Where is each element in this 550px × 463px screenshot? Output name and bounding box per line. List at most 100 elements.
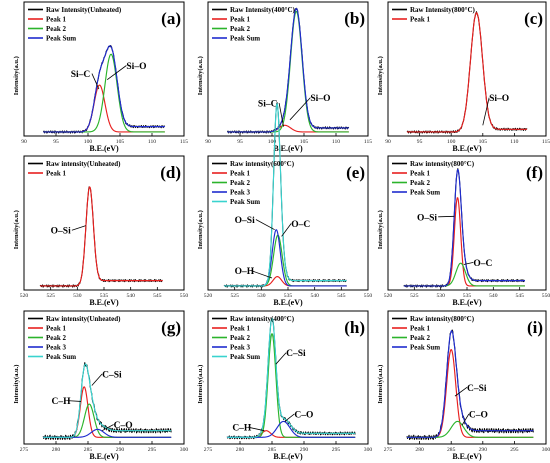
- x-tick-label: 545: [153, 293, 162, 299]
- annotation-leader: [91, 373, 103, 386]
- panel-frame: [387, 1, 547, 137]
- annotation-leader: [106, 65, 127, 81]
- annotation-leader: [438, 215, 455, 218]
- x-tick-label: 535: [284, 293, 293, 299]
- series-line-4: [227, 7, 349, 133]
- annotation-leader: [71, 225, 86, 231]
- legend-label: Peak Sum: [410, 189, 440, 197]
- annotation-label: Si–C: [258, 100, 278, 110]
- panel-a: 90 95 100 105 110 115 B.E.(eV) Intensity(a.u.) R…: [13, 1, 188, 153]
- annotation-label: C–Si: [286, 349, 306, 359]
- legend-label: Peak Sum: [230, 198, 260, 206]
- series-group: [406, 11, 528, 134]
- x-tick-label: 520: [204, 293, 213, 299]
- x-tick-label: 110: [332, 139, 340, 145]
- x-tick-label: 550: [180, 293, 189, 299]
- panel-frame: [23, 1, 185, 137]
- x-tick-label: 530: [73, 293, 82, 299]
- series-line-2: [406, 12, 528, 133]
- y-axis-label: Intensity(a.u.): [377, 56, 384, 95]
- x-tick-label: 535: [100, 293, 109, 299]
- x-tick-label: 290: [300, 447, 309, 453]
- x-axis-label: B.E.(eV): [89, 144, 119, 153]
- panel-tag: (c): [524, 9, 543, 28]
- annotation-leader: [248, 426, 265, 432]
- panel-c: 90 95 100 105 110 115 B.E.(eV) Intensity(a.u.) R…: [377, 1, 550, 153]
- legend: Raw Intensity(800°C) Peak 1: [392, 6, 475, 24]
- x-tick-label: 115: [542, 139, 550, 145]
- annotation-leader: [255, 219, 275, 231]
- x-tick-label: 285: [84, 447, 93, 453]
- x-tick-label: 90: [21, 139, 27, 145]
- annotation-leader: [275, 352, 287, 365]
- panel-tag: (h): [344, 318, 365, 337]
- legend-label: Raw Intensity(Unheated): [46, 6, 122, 14]
- panel-h: 275 280 285 290 295 300 B.E.(eV) Intensity(a.u.…: [197, 310, 373, 461]
- x-tick-label: 295: [332, 447, 341, 453]
- x-tick-label: 105: [116, 139, 125, 145]
- annotation-label: C–H: [232, 424, 252, 434]
- legend: Raw intensity(Unheated) Peak 1: [28, 160, 121, 178]
- x-axis-label: B.E.(eV): [452, 144, 482, 153]
- panel-tag: (f): [526, 163, 543, 182]
- series-group: [42, 45, 166, 134]
- annotation-leader: [91, 73, 100, 90]
- panel-g: 275 280 285 290 295 300 B.E.(eV) Intensity(a.u.…: [13, 310, 189, 461]
- panel-b: 90 95 100 105 110 115 B.E.(eV) Intensity(a.u.) R…: [197, 1, 372, 153]
- annotation-label: C–O: [114, 421, 133, 431]
- x-tick-label: 525: [46, 293, 55, 299]
- panel-e: 520 525 530 535 540 545 550 B.E.(eV) Intensity(a…: [197, 102, 373, 307]
- series-line-5: [223, 103, 347, 287]
- annotation-label: C–Si: [102, 371, 122, 381]
- x-tick-label: 105: [300, 139, 309, 145]
- legend-label: Peak 1: [230, 170, 251, 178]
- series-group: [403, 168, 526, 288]
- annotation-label: O–C: [291, 220, 310, 230]
- legend-label: Peak 2: [230, 179, 251, 187]
- y-axis-label: Intensity(a.u.): [13, 365, 20, 404]
- x-tick-label: 520: [384, 293, 393, 299]
- series-group: [223, 102, 347, 288]
- series-line-2: [39, 186, 163, 287]
- x-tick-label: 290: [479, 447, 488, 453]
- legend-label: Peak 2: [410, 179, 431, 187]
- x-tick-label: 550: [364, 293, 373, 299]
- annotation-label: C–Si: [467, 384, 487, 394]
- x-tick-label: 110: [148, 139, 156, 145]
- series-line-5: [227, 317, 356, 438]
- x-tick-label: 295: [148, 447, 157, 453]
- legend-label: Peak Sum: [230, 35, 260, 43]
- legend-label: Peak 1: [46, 170, 67, 178]
- x-tick-label: 520: [20, 293, 29, 299]
- panel-frame: [23, 310, 185, 445]
- annotation-leader: [482, 97, 490, 126]
- legend-label: Raw intensity(600°C): [230, 160, 295, 168]
- x-tick-label: 105: [479, 139, 488, 145]
- x-axis-label: B.E.(eV): [452, 298, 482, 307]
- legend-label: Peak Sum: [230, 353, 260, 361]
- x-axis-label: B.E.(eV): [273, 452, 303, 461]
- annotation-leader: [278, 102, 284, 127]
- panel-tag: (i): [527, 318, 543, 337]
- annotation-leader: [281, 223, 292, 237]
- x-tick-label: 100: [268, 139, 277, 145]
- series-group: [226, 317, 356, 440]
- x-tick-label: 300: [364, 447, 373, 453]
- x-tick-label: 285: [268, 447, 277, 453]
- x-tick-label: 275: [204, 447, 213, 453]
- legend-label: Peak 2: [410, 334, 431, 342]
- annotation-label: Si–C: [71, 70, 91, 80]
- legend-label: Raw intensity(800°C): [410, 160, 475, 168]
- x-tick-label: 90: [205, 139, 211, 145]
- x-tick-label: 300: [180, 447, 189, 453]
- legend-label: Raw intensity(800°C): [410, 315, 475, 323]
- x-tick-label: 100: [447, 139, 456, 145]
- legend-label: Peak Sum: [46, 35, 76, 43]
- legend-label: Raw intensity(Unheated): [46, 160, 121, 168]
- legend-label: Peak 2: [46, 334, 67, 342]
- x-tick-label: 525: [410, 293, 419, 299]
